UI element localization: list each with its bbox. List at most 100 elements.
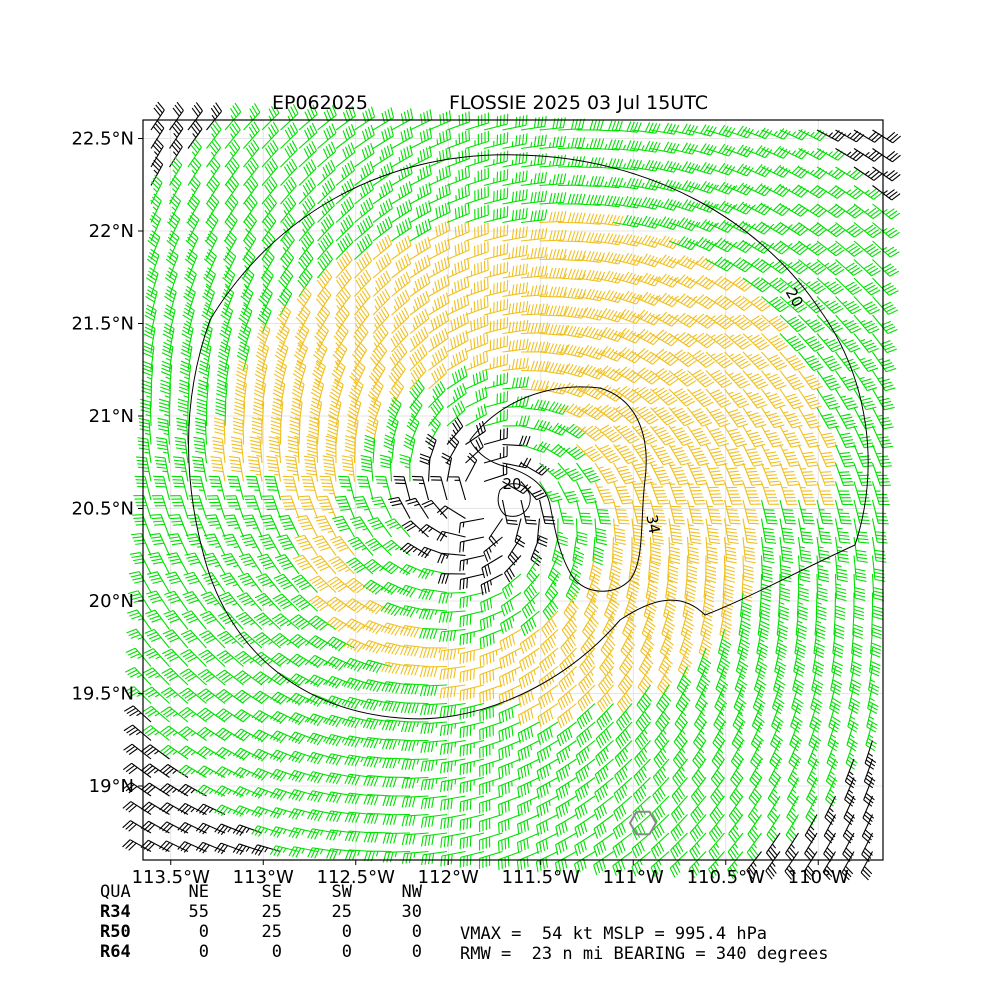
wind-barb [479,702,503,722]
wind-barb [170,495,189,519]
wind-barb [502,207,528,224]
wind-barb [779,499,797,525]
wind-barb [177,841,207,853]
wind-barb [167,211,181,242]
wind-barb [255,573,281,593]
wind-barb [272,593,300,612]
wind-barb [169,175,182,205]
wind-barb [368,360,386,390]
wind-barb [575,740,596,766]
wind-barb [577,684,596,712]
wind-barb [594,326,625,343]
wind-barb [557,363,588,378]
wind-barb [439,721,466,737]
wind-barb [502,319,529,335]
wind-barb [597,684,614,713]
wind-barb [631,196,661,210]
wind-barb [280,140,298,168]
wind-barb [565,573,581,604]
wind-barb [479,758,503,777]
wind-barb [853,240,882,258]
wind-barb [459,591,485,609]
wind-barb [129,552,152,575]
wind-barb [298,495,319,519]
wind-barb [401,850,429,864]
wind-barb [834,518,851,544]
storm-title: FLOSSIE 2025 03 Jul 15UTC [449,92,708,114]
wind-barb [520,265,548,279]
wind-barb [459,739,485,757]
wind-barb [497,813,522,834]
wind-barb [150,514,171,538]
wind-barb [576,269,606,283]
wind-barb [668,368,697,387]
wind-barb [191,456,208,482]
wind-barb [539,422,569,436]
wind-barb [208,475,226,501]
wind-barb [291,574,318,593]
wind-barb [536,740,559,764]
wind-barb [742,555,754,583]
wind-barb [668,349,697,367]
wind-barb [399,542,429,556]
wind-barb [187,120,203,149]
wind-barb [428,219,451,242]
wind-barb [519,647,540,672]
wind-barb [335,232,354,260]
wind-barb [372,234,393,260]
wind-barb [797,518,814,544]
wind-barb [195,417,208,445]
wind-barb [632,795,651,823]
wind-barb [613,233,643,247]
wind-barb [520,610,540,637]
wind-barb [241,514,263,538]
wind-barb [479,665,503,686]
wind-barb [280,194,297,223]
wind-barb [381,661,411,675]
wind-barb [206,120,222,149]
wind-barb [372,198,393,223]
wind-barb [520,171,547,187]
wind-barb [613,385,642,404]
x-tick-label: 110.5°W [687,867,766,888]
wind-barb [389,378,405,408]
radii-cell: 25 [331,902,352,922]
wind-barb [438,591,466,604]
wind-barb [575,499,593,525]
wind-barb [686,481,706,505]
wind-barb [145,609,170,630]
wind-barb [149,211,162,242]
wind-barb [575,758,596,784]
wind-barb [440,832,466,848]
wind-barb [594,270,624,284]
wind-barb [520,419,550,432]
wind-barb [365,538,392,556]
wind-barb [613,366,643,384]
wind-barb [362,659,392,674]
wind-barb [132,513,152,538]
wind-barb [391,235,412,260]
wind-barb [480,591,503,613]
wind-barb [705,369,733,389]
wind-barb [480,573,503,596]
wind-barb [519,629,540,654]
wind-barb [760,536,775,564]
wind-barb [705,462,726,486]
wind-barb [334,495,356,519]
wind-barb [671,795,688,824]
wind-barb [409,236,432,260]
wind-barb [650,832,670,859]
wind-barb [159,821,189,834]
wind-barb [222,533,244,556]
x-tick-label: 111°W [603,867,664,888]
wind-barb [163,304,176,334]
wind-barb [576,425,605,441]
wind-barb [306,790,337,803]
wind-barb [294,322,310,353]
wind-barb [180,629,207,649]
wind-barb [306,771,337,784]
wind-barb [403,434,416,464]
wind-barb [612,832,633,858]
wind-barb [317,250,333,279]
